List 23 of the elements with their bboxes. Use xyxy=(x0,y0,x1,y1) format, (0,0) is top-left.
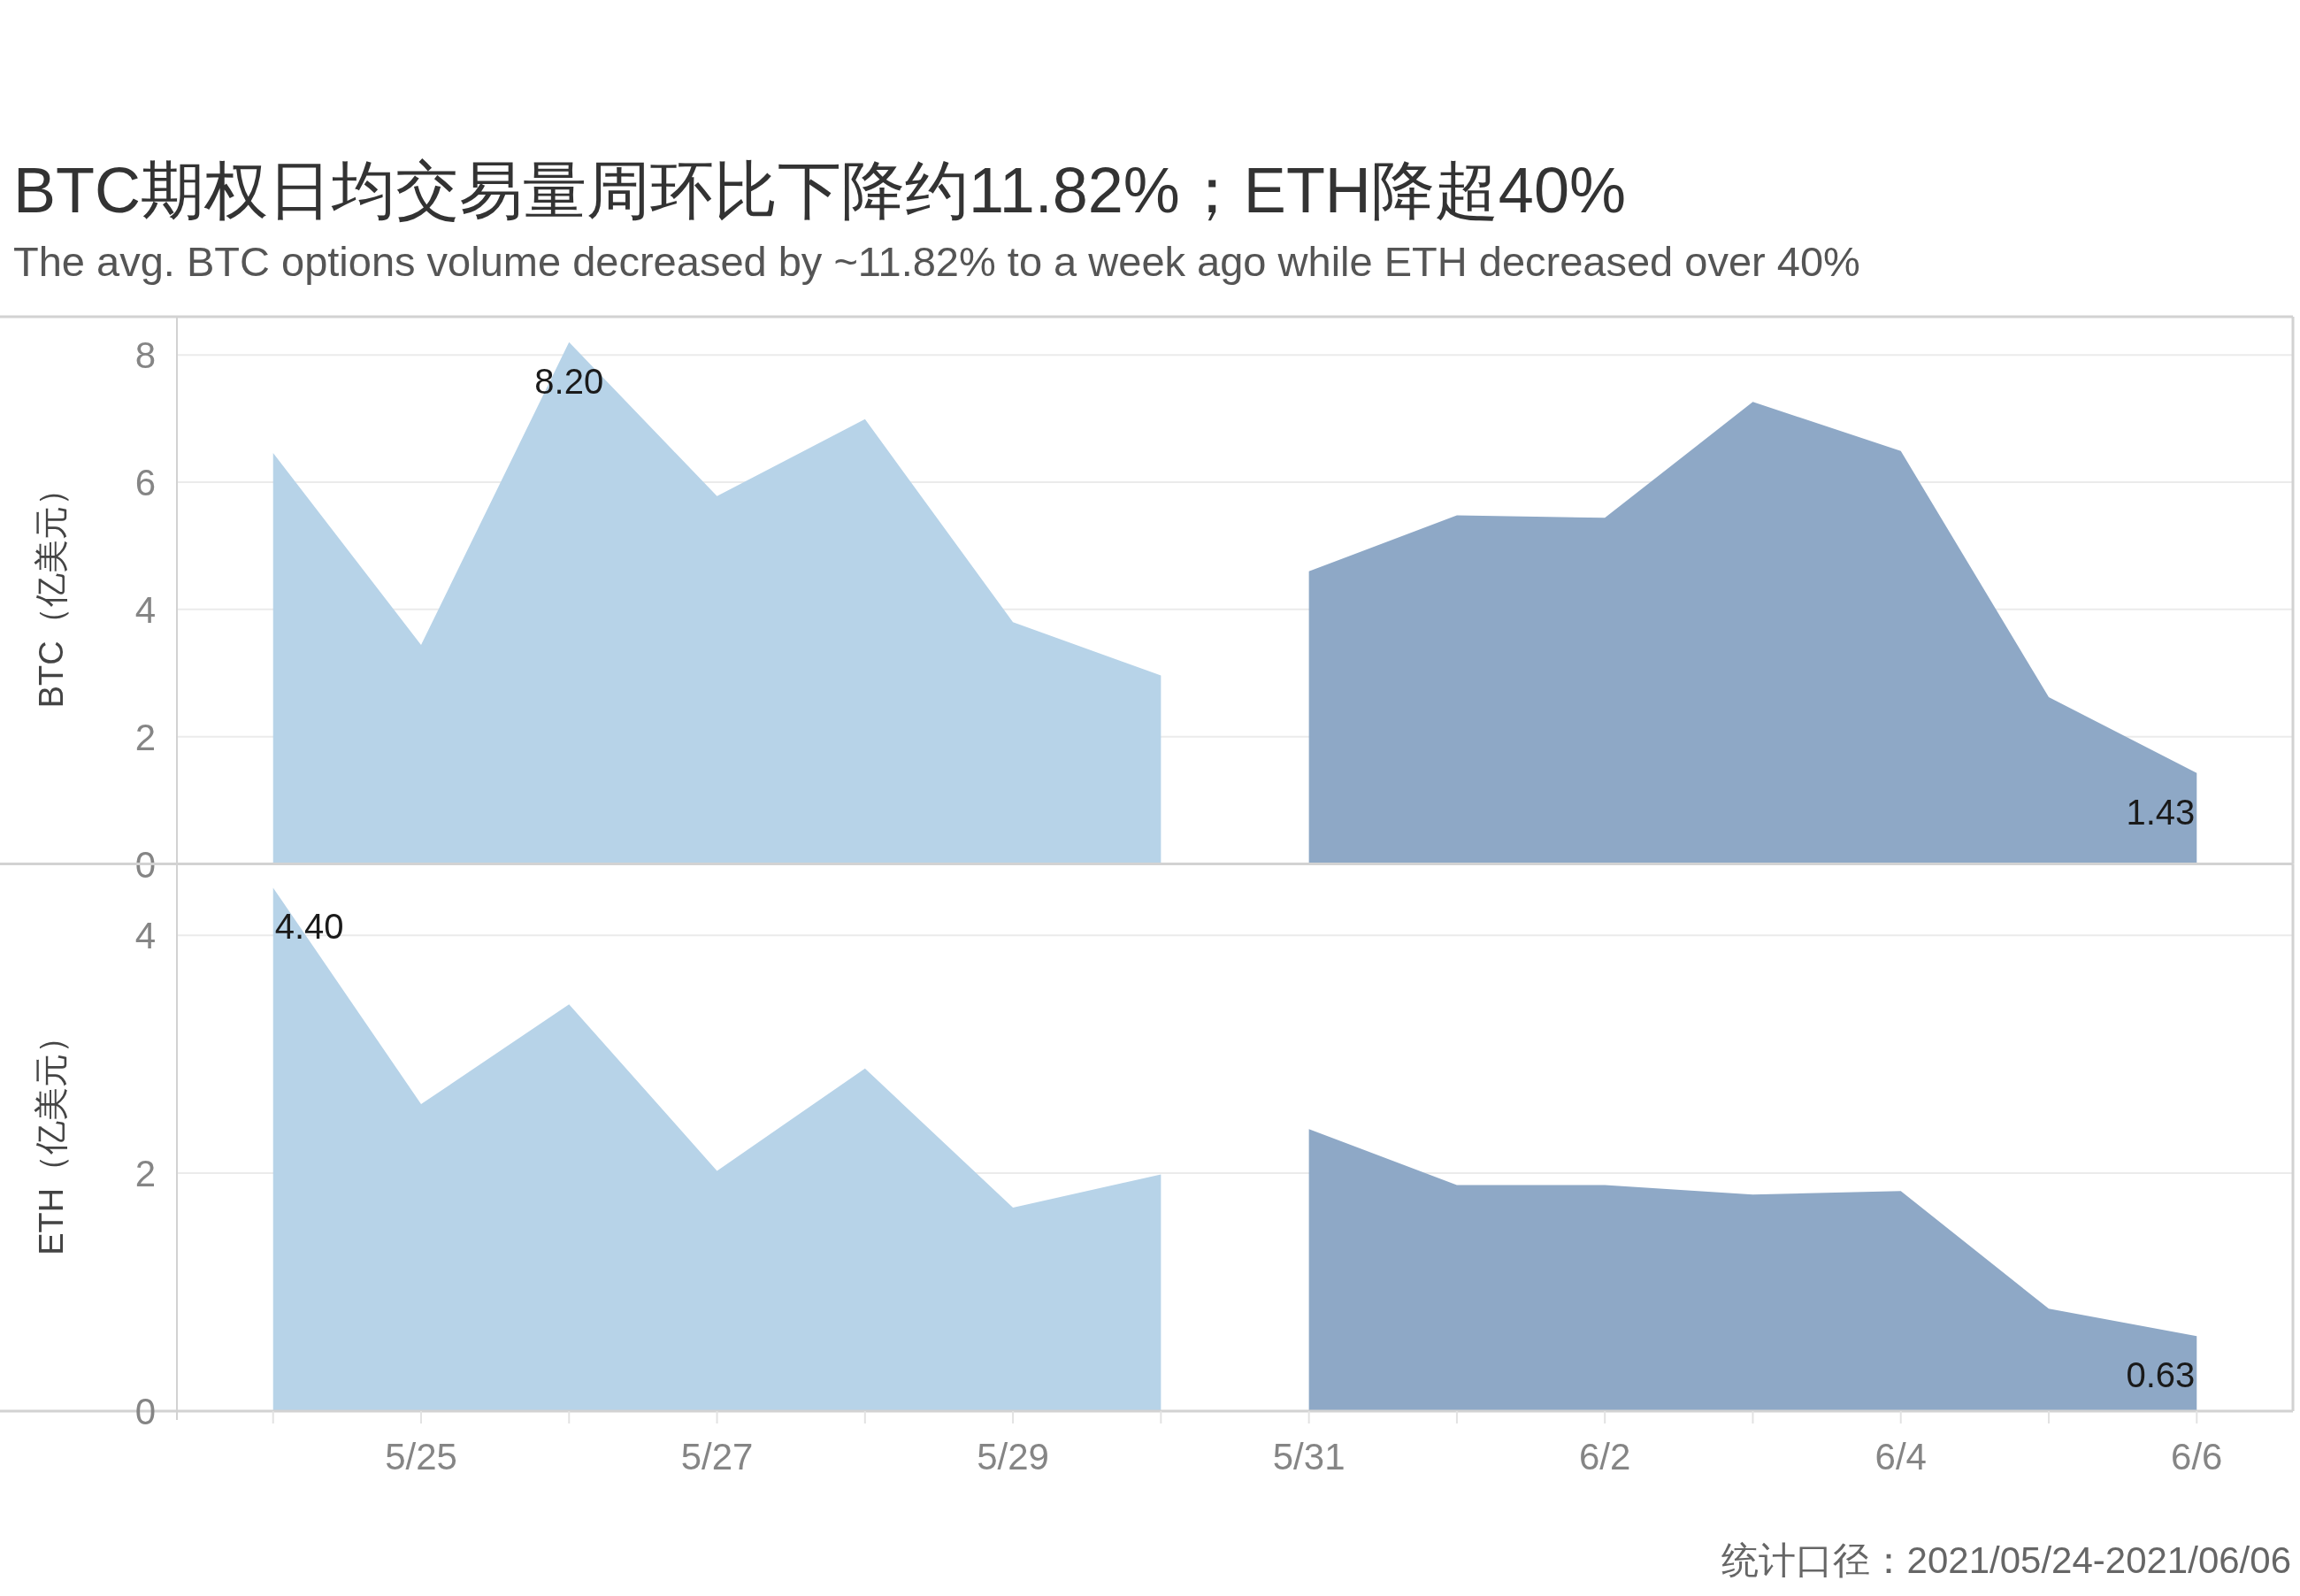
chart-subtitle: The avg. BTC options volume decreased by ~11.82% to a week ago while ETH decreased over 40% xyxy=(13,238,1860,285)
y-tick-label: 2 xyxy=(134,716,156,758)
data-label: 8.20 xyxy=(534,361,604,401)
data-label: 1.43 xyxy=(2126,792,2196,832)
text: 统计口径：2021/05/24-2021/06/06 xyxy=(1721,1539,2291,1581)
y-tick-label: 4 xyxy=(134,588,156,631)
y-tick-label: 8 xyxy=(134,334,156,376)
data-label: 4.40 xyxy=(274,907,344,947)
x-tick-label: 6/4 xyxy=(1874,1436,1927,1477)
y-tick-label: 2 xyxy=(134,1152,156,1194)
data-label: 0.63 xyxy=(2126,1355,2196,1395)
x-tick-label: 6/6 xyxy=(2171,1436,2223,1477)
y-tick-label: 0 xyxy=(134,1390,156,1432)
x-tick-label: 5/25 xyxy=(385,1436,457,1477)
x-tick-label: 5/31 xyxy=(1272,1436,1346,1477)
chart-title: BTC期权日均交易量周环比下降约11.82%；ETH降超40% xyxy=(13,155,1626,226)
x-tick-label: 5/27 xyxy=(680,1436,754,1477)
y-tick-label: 4 xyxy=(134,914,156,956)
y-axis-title: ETH（亿美元） xyxy=(33,1019,70,1255)
x-tick-label: 5/29 xyxy=(977,1436,1049,1477)
y-axis-title: BTC（亿美元） xyxy=(33,472,70,709)
y-tick-label: 6 xyxy=(134,461,156,503)
x-tick-label: 6/2 xyxy=(1578,1436,1631,1477)
